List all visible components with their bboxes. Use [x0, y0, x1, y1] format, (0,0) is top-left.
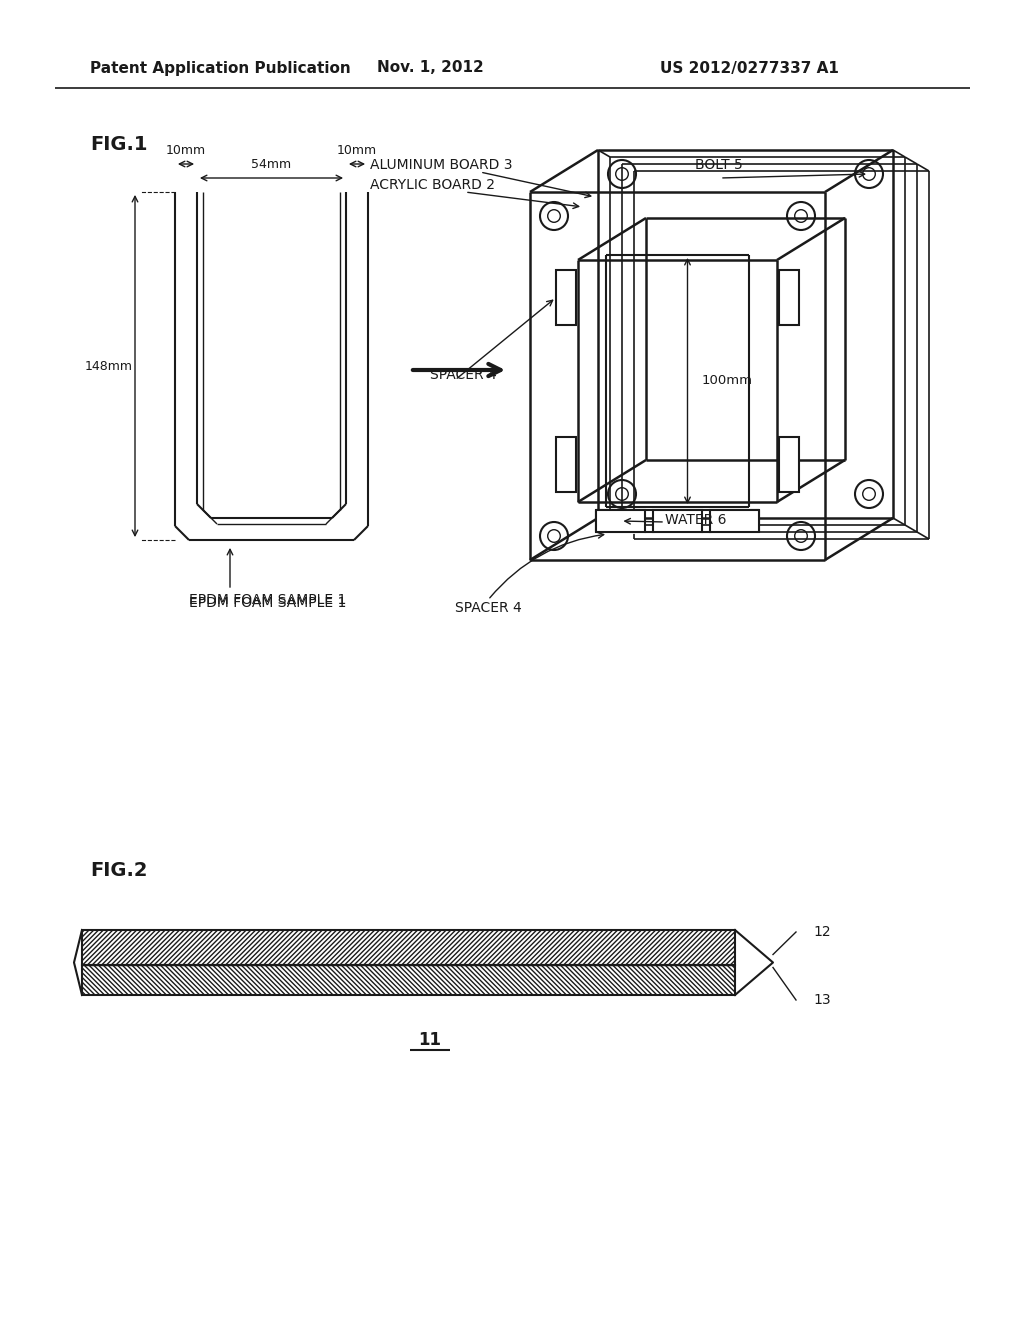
Text: 11: 11	[419, 1031, 441, 1049]
Text: 10mm: 10mm	[337, 144, 377, 157]
Text: 13: 13	[813, 993, 830, 1007]
Text: 54mm: 54mm	[252, 157, 292, 170]
Bar	[710, 510, 759, 532]
Text: US 2012/0277337 A1: US 2012/0277337 A1	[660, 61, 839, 75]
Bar	[779, 437, 799, 492]
Text: ACRYLIC BOARD 2: ACRYLIC BOARD 2	[370, 178, 495, 191]
Bar	[556, 271, 575, 325]
Text: ALUMINUM BOARD 3: ALUMINUM BOARD 3	[370, 158, 512, 172]
Text: EPDM FOAM SAMPLE 1: EPDM FOAM SAMPLE 1	[189, 593, 347, 607]
Text: 10mm: 10mm	[166, 144, 206, 157]
Bar	[556, 437, 575, 492]
Bar	[653, 510, 702, 532]
Text: SPACER 4: SPACER 4	[430, 368, 497, 381]
Text: WATER 6: WATER 6	[665, 513, 726, 527]
Bar	[82, 931, 735, 965]
Bar	[779, 271, 799, 325]
Text: BOLT 5: BOLT 5	[695, 158, 742, 172]
Text: FIG.1: FIG.1	[90, 136, 147, 154]
Text: FIG.2: FIG.2	[90, 861, 147, 879]
Text: SPACER 4: SPACER 4	[455, 601, 521, 615]
Text: 100mm: 100mm	[702, 375, 753, 388]
Text: Patent Application Publication: Patent Application Publication	[90, 61, 351, 75]
Text: Nov. 1, 2012: Nov. 1, 2012	[377, 61, 483, 75]
Bar	[82, 965, 735, 995]
Text: 12: 12	[813, 925, 830, 939]
Text: 148mm: 148mm	[85, 359, 133, 372]
Text: EPDM FOAM SAMPLE 1: EPDM FOAM SAMPLE 1	[189, 597, 347, 610]
Bar	[596, 510, 645, 532]
